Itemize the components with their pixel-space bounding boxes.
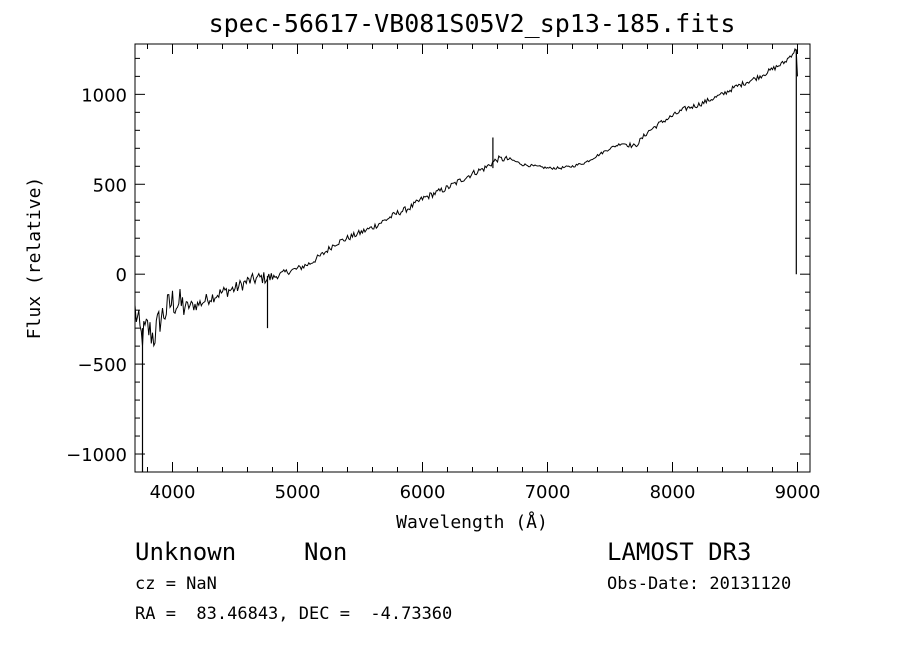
- coordinates-text: RA = 83.46843, DEC = -4.73360: [135, 604, 453, 624]
- x-tick-label: 8000: [650, 482, 696, 503]
- y-tick-label: 1000: [81, 85, 127, 106]
- x-axis-label: Wavelength (Å): [396, 511, 548, 533]
- plot-frame: [134, 43, 811, 473]
- chart-title: spec-56617-VB081S05V2_sp13-185.fits: [209, 9, 736, 38]
- survey-name: LAMOST DR3: [607, 538, 752, 566]
- object-subclass: Non: [304, 538, 348, 566]
- x-tick-label: 9000: [775, 482, 821, 503]
- y-axis-label: Flux (relative): [24, 177, 45, 340]
- y-tick-label: −1000: [66, 445, 127, 466]
- x-tick-label: 4000: [150, 482, 196, 503]
- spectrum-series: [134, 47, 798, 472]
- axis-ticks: 4000 5000 6000 7000 8000 9000 −1000 −500 0 500 100…: [66, 44, 820, 503]
- spectrum-line: [134, 47, 798, 348]
- x-tick-label: 7000: [525, 482, 571, 503]
- observation-date: Obs-Date: 20131120: [607, 574, 792, 594]
- object-class: Unknown: [135, 538, 237, 566]
- y-tick-label: 500: [93, 175, 127, 196]
- redshift-text: cz = NaN: [135, 574, 217, 594]
- x-tick-label: 5000: [275, 482, 321, 503]
- y-tick-label: 0: [116, 265, 127, 286]
- x-tick-label: 6000: [400, 482, 446, 503]
- y-tick-label: −500: [78, 355, 127, 376]
